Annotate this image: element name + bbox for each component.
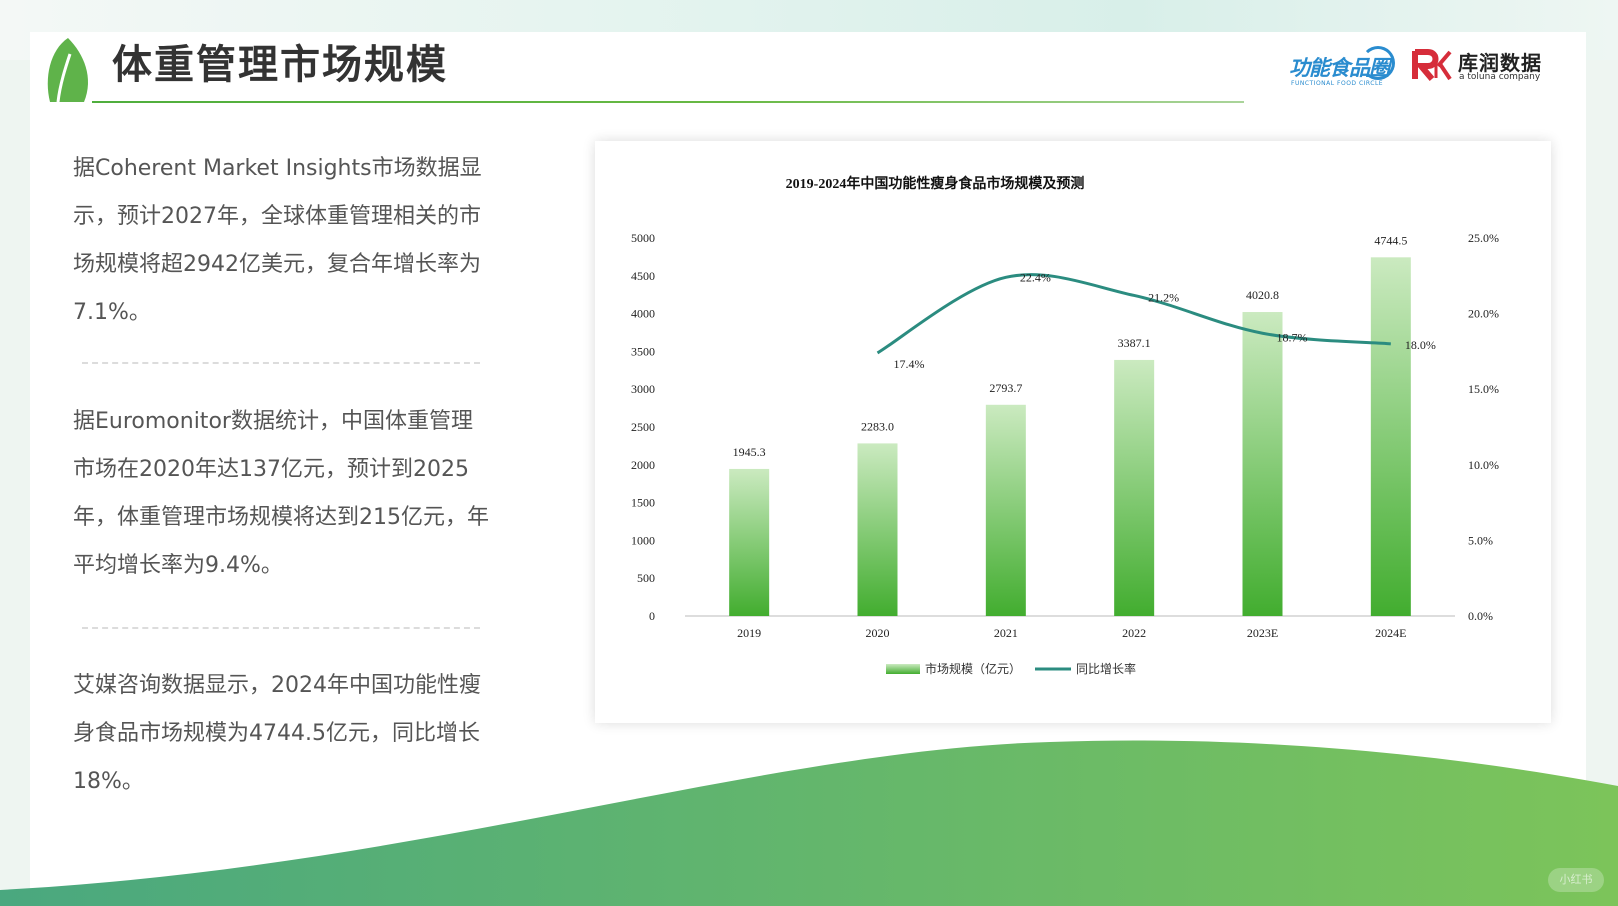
y2-tick-label: 10.0% bbox=[1468, 458, 1499, 472]
market-size-chart: 2019-2024年中国功能性瘦身食品市场规模及预测50004500400035… bbox=[631, 175, 1499, 676]
y-tick-label: 4000 bbox=[631, 307, 655, 321]
y2-tick-label: 25.0% bbox=[1468, 231, 1499, 245]
legend-line-label: 同比增长率 bbox=[1076, 661, 1136, 676]
x-tick-label: 2022 bbox=[1122, 626, 1146, 640]
bottom-wave bbox=[0, 740, 1618, 906]
logo-functional-food-sub: FUNCTIONAL FOOD CIRCLE bbox=[1291, 80, 1384, 87]
y2-tick-label: 15.0% bbox=[1468, 382, 1499, 396]
line-label: 21.2% bbox=[1148, 290, 1179, 304]
chart-title: 2019-2024年中国功能性瘦身食品市场规模及预测 bbox=[786, 175, 1085, 192]
bar-label: 4744.5 bbox=[1374, 233, 1407, 247]
x-tick-label: 2021 bbox=[994, 626, 1018, 640]
watermark: 小红书 bbox=[1548, 868, 1604, 892]
legend-bar-swatch bbox=[886, 664, 920, 674]
y-tick-label: 0 bbox=[649, 609, 655, 623]
logo-ring-icon bbox=[1361, 46, 1395, 80]
paragraph-global-market: 据Coherent Market Insights市场数据显示，预计2027年，… bbox=[73, 156, 482, 325]
line-label: 18.7% bbox=[1277, 330, 1308, 344]
y-tick-label: 5000 bbox=[631, 231, 655, 245]
logo-kurun-sub: a toluna company bbox=[1459, 72, 1541, 82]
logo-kurun: 库润数据 a toluna company bbox=[1412, 46, 1552, 86]
leaf-icon bbox=[47, 38, 89, 103]
y2-tick-label: 20.0% bbox=[1468, 307, 1499, 321]
y-tick-label: 4500 bbox=[631, 269, 655, 283]
y-tick-label: 2000 bbox=[631, 458, 655, 472]
bar-2024E bbox=[1370, 257, 1411, 616]
kurun-logo-icon bbox=[1412, 49, 1452, 81]
divider bbox=[82, 627, 480, 629]
bar-2019 bbox=[729, 468, 770, 616]
y-tick-label: 3500 bbox=[631, 344, 655, 358]
bar-label: 4020.8 bbox=[1246, 288, 1279, 302]
y-tick-label: 500 bbox=[637, 571, 655, 585]
paragraph-china-market: 据Euromonitor数据统计，中国体重管理市场在2020年达137亿元，预计… bbox=[73, 409, 489, 578]
bar-2020 bbox=[857, 443, 898, 616]
y-tick-label: 1500 bbox=[631, 496, 655, 510]
bar-2023E bbox=[1242, 312, 1283, 616]
page-title: 体重管理市场规模 bbox=[112, 42, 448, 88]
chart-container: 2019-2024年中国功能性瘦身食品市场规模及预测 5000 4500 4000 35… bbox=[595, 141, 1551, 723]
x-tick-label: 2023E bbox=[1247, 626, 1278, 640]
y2-tick-label: 0.0% bbox=[1468, 609, 1493, 623]
x-tick-label: 2024E bbox=[1375, 626, 1406, 640]
x-tick-label: 2020 bbox=[866, 626, 890, 640]
logo-kurun-name: 库润数据 bbox=[1458, 51, 1542, 75]
line-label: 17.4% bbox=[894, 357, 925, 371]
line-label: 18.0% bbox=[1405, 338, 1436, 352]
line-label: 22.4% bbox=[1020, 270, 1051, 284]
divider bbox=[82, 362, 480, 364]
y-tick-label: 1000 bbox=[631, 533, 655, 547]
bar-2022 bbox=[1114, 359, 1155, 616]
paragraph-slimming-food: 艾媒咨询数据显示，2024年中国功能性瘦身食品市场规模为4744.5亿元，同比增… bbox=[73, 673, 481, 794]
bar-label: 2793.7 bbox=[989, 381, 1022, 395]
x-tick-label: 2019 bbox=[737, 626, 761, 640]
y2-tick-label: 5.0% bbox=[1468, 533, 1493, 547]
y-tick-label: 2500 bbox=[631, 420, 655, 434]
bar-label: 3387.1 bbox=[1118, 336, 1151, 350]
bar-2021 bbox=[985, 404, 1026, 616]
title-underline bbox=[92, 101, 1244, 103]
growth-rate-line bbox=[876, 273, 1391, 355]
logo-functional-food: 功能食品圈 FUNCTIONAL FOOD CIRCLE bbox=[1289, 46, 1397, 92]
legend-bar-label: 市场规模（亿元） bbox=[925, 661, 1021, 676]
y-tick-label: 3000 bbox=[631, 382, 655, 396]
bar-label: 1945.3 bbox=[733, 445, 766, 459]
bar-label: 2283.0 bbox=[861, 419, 894, 433]
